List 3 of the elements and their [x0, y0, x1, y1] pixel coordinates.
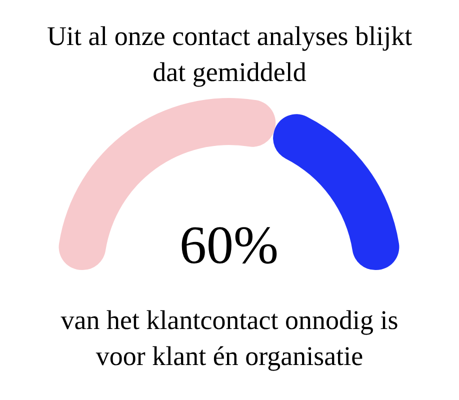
text: van het klantcontact onnodig is voor klant én organisatie — [60, 305, 398, 371]
chart-title: Uit al onze contact analyses blijkt dat gemiddeld — [46, 21, 413, 87]
text: 60% — [180, 215, 278, 275]
